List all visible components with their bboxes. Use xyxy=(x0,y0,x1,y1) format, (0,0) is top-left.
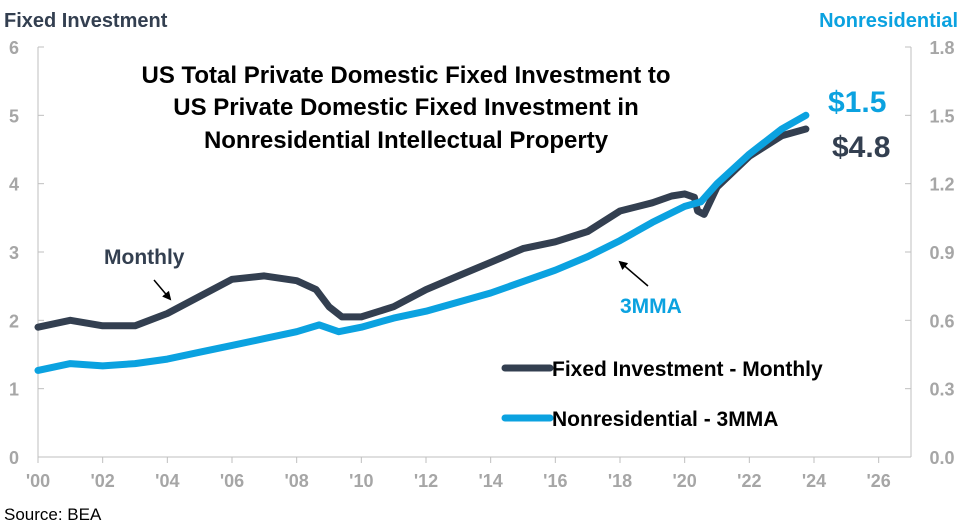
right-tick-label: 0.3 xyxy=(929,380,954,400)
chart-title-line-3: Nonresidential Intellectual Property xyxy=(204,127,609,154)
end-label-nonresidential: $1.5 xyxy=(828,86,886,119)
annotation-monthly: Monthly xyxy=(104,246,185,269)
x-axis-ticks: '00 '02 '04 '06 '08 '10 '12 '14 '16 '18 '20 '22 '24 '… xyxy=(26,457,891,491)
right-tick-label: 1.5 xyxy=(929,106,954,126)
x-tick-label: '26 xyxy=(867,471,891,491)
left-axis-title: Fixed Investment xyxy=(4,10,168,32)
series-layer xyxy=(34,111,810,374)
right-tick-label: 0.0 xyxy=(929,448,954,468)
annotation-monthly-arrow xyxy=(153,279,172,301)
right-tick-label: 1.8 xyxy=(929,38,954,58)
x-tick-label: '02 xyxy=(91,471,115,491)
x-tick-label: '20 xyxy=(673,471,697,491)
series-line-nonresidential-3mma xyxy=(34,111,810,374)
x-tick-label: '10 xyxy=(349,471,373,491)
annotation-3mma-arrow xyxy=(618,260,649,287)
annotation-3mma: 3MMA xyxy=(620,295,682,318)
x-tick-label: '16 xyxy=(543,471,567,491)
right-axis-ticks: 0.0 0.3 0.6 0.9 1.2 1.5 1.8 xyxy=(905,38,955,468)
x-tick-label: '14 xyxy=(479,471,503,491)
right-tick-label: 1.2 xyxy=(929,175,954,195)
x-tick-label: '06 xyxy=(220,471,244,491)
x-tick-label: '08 xyxy=(285,471,309,491)
chart-title-line-1: US Total Private Domestic Fixed Investme… xyxy=(141,62,670,89)
x-tick-label: '24 xyxy=(802,471,826,491)
x-tick-label: '12 xyxy=(414,471,438,491)
legend-label-nonresidential: Nonresidential - 3MMA xyxy=(552,408,778,431)
right-tick-label: 0.9 xyxy=(929,243,954,263)
series-line-fixed-investment-monthly xyxy=(34,125,810,331)
left-tick-label: 6 xyxy=(9,38,19,58)
left-tick-label: 0 xyxy=(9,448,19,468)
left-tick-label: 2 xyxy=(9,311,19,331)
left-tick-label: 4 xyxy=(9,175,19,195)
source-note: Source: BEA xyxy=(4,505,102,524)
x-tick-label: '04 xyxy=(155,471,179,491)
x-tick-label: '18 xyxy=(608,471,632,491)
left-tick-label: 5 xyxy=(9,106,19,126)
right-axis-title: Nonresidential xyxy=(819,10,958,32)
chart-title-line-2: US Private Domestic Fixed Investment in xyxy=(173,94,638,121)
left-tick-label: 1 xyxy=(9,380,19,400)
x-tick-label: '22 xyxy=(737,471,761,491)
x-tick-label: '00 xyxy=(26,471,50,491)
left-tick-label: 3 xyxy=(9,243,19,263)
right-tick-label: 0.6 xyxy=(929,311,954,331)
end-label-fixed-investment: $4.8 xyxy=(832,131,890,164)
legend-label-fixed-investment: Fixed Investment - Monthly xyxy=(552,358,823,381)
left-axis-ticks: 0 1 2 3 4 5 6 xyxy=(9,38,44,468)
